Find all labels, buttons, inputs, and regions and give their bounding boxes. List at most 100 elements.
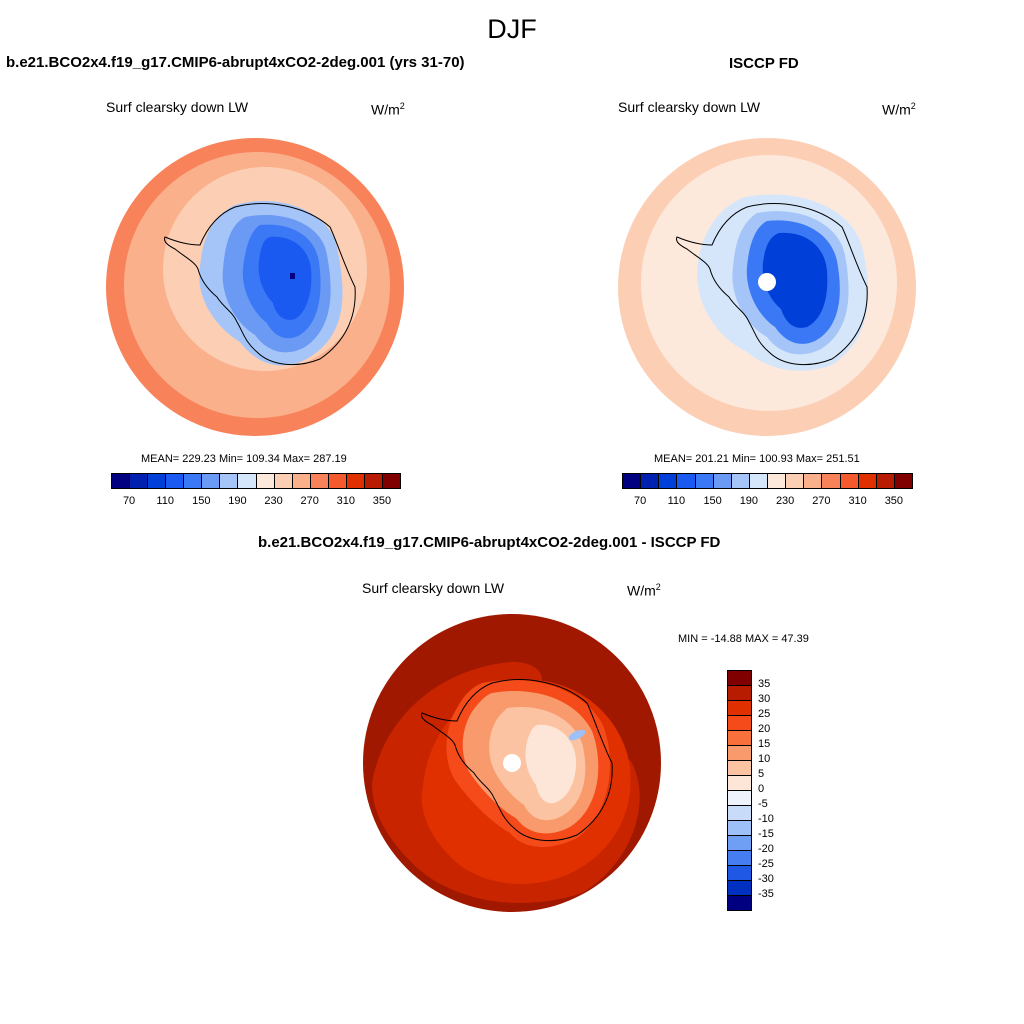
- colorbar-swatch: [327, 473, 347, 489]
- colorbar-tick-label: 30: [758, 693, 771, 705]
- colorbar-swatch: [727, 820, 752, 836]
- panel2-units: W/m2: [882, 101, 916, 118]
- colorbar-tick-label: 150: [192, 495, 211, 507]
- panel3-colorbar: [727, 670, 752, 911]
- colorbar-swatch: [622, 473, 642, 489]
- colorbar-tick-label: 15: [758, 738, 771, 750]
- figure-title: DJF: [487, 14, 537, 44]
- colorbar-swatch: [727, 715, 752, 731]
- map-model: [106, 138, 404, 436]
- colorbar-swatch: [839, 473, 859, 489]
- colorbar-tick-label: -35: [758, 888, 774, 900]
- colorbar-tick-label: 230: [264, 495, 283, 507]
- colorbar-tick-label: 190: [228, 495, 247, 507]
- antarctic-coastline: [164, 203, 356, 366]
- panel2-colorbar-labels: 70 110 150 190 230 270 310 350: [622, 495, 912, 509]
- colorbar-swatch: [237, 473, 257, 489]
- panel3-units: W/m2: [627, 582, 661, 599]
- panel3-colorbar-labels: 35 30 25 20 15 10 5 0 -5 -10 -15 -20 -25 -30 -35: [758, 670, 798, 910]
- colorbar-tick-label: 350: [884, 495, 904, 507]
- colorbar-swatch: [291, 473, 311, 489]
- colorbar-tick-label: -10: [758, 813, 774, 825]
- colorbar-swatch: [727, 850, 752, 866]
- colorbar-swatch: [727, 895, 752, 911]
- colorbar-swatch: [658, 473, 678, 489]
- colorbar-tick-label: 270: [300, 495, 319, 507]
- panel3-stats: MIN = -14.88 MAX = 47.39: [678, 633, 809, 645]
- colorbar-tick-label: -20: [758, 843, 774, 855]
- pole-hole: [503, 754, 521, 772]
- colorbar-swatch: [727, 805, 752, 821]
- colorbar-tick-label: -15: [758, 828, 774, 840]
- colorbar-swatch: [147, 473, 167, 489]
- colorbar-swatch: [694, 473, 714, 489]
- colorbar-swatch: [255, 473, 275, 489]
- colorbar-tick-label: 270: [812, 495, 831, 507]
- plateau-pale: [525, 724, 577, 804]
- colorbar-swatch: [165, 473, 185, 489]
- panel1-colorbar: [111, 473, 401, 489]
- colorbar-tick-label: 25: [758, 708, 771, 720]
- colorbar-swatch: [640, 473, 660, 489]
- colorbar-tick-label: 110: [667, 495, 686, 507]
- colorbar-swatch: [785, 473, 805, 489]
- colorbar-tick-label: 0: [758, 783, 765, 795]
- colorbar-swatch: [363, 473, 383, 489]
- colorbar-swatch: [727, 775, 752, 791]
- colorbar-swatch: [712, 473, 732, 489]
- colorbar-tick-label: 150: [703, 495, 722, 507]
- colorbar-swatch: [727, 700, 752, 716]
- colorbar-swatch: [727, 835, 752, 851]
- panel1-units: W/m2: [371, 101, 405, 118]
- colorbar-swatch: [727, 760, 752, 776]
- colorbar-swatch: [821, 473, 841, 489]
- colorbar-swatch: [727, 685, 752, 701]
- colorbar-tick-label: 230: [775, 495, 795, 507]
- colorbar-swatch: [727, 880, 752, 896]
- colorbar-swatch: [676, 473, 696, 489]
- plateau-core: [258, 236, 312, 320]
- minimum-cell: [290, 273, 295, 279]
- colorbar-swatch: [273, 473, 293, 489]
- colorbar-swatch: [803, 473, 823, 489]
- colorbar-tick-label: 190: [739, 495, 759, 507]
- colorbar-swatch: [183, 473, 203, 489]
- map-difference: [363, 614, 661, 912]
- panel2-colorbar: [622, 473, 913, 489]
- colorbar-tick-label: -30: [758, 873, 774, 885]
- colorbar-swatch: [219, 473, 239, 489]
- panel1-colorbar-labels: 70 110 150 190 230 270 310 350: [111, 495, 400, 509]
- colorbar-tick-label: 350: [372, 495, 392, 507]
- colorbar-tick-label: 5: [758, 768, 765, 780]
- colorbar-tick-label: 10: [758, 753, 771, 765]
- colorbar-swatch: [111, 473, 131, 489]
- panel2-stats: MEAN= 201.21 Min= 100.93 Max= 251.51: [654, 453, 860, 465]
- map-observations: [618, 138, 916, 436]
- colorbar-swatch: [201, 473, 221, 489]
- colorbar-swatch: [767, 473, 787, 489]
- colorbar-swatch: [727, 670, 752, 686]
- colorbar-swatch: [345, 473, 365, 489]
- colorbar-swatch: [893, 473, 913, 489]
- colorbar-swatch: [309, 473, 329, 489]
- colorbar-tick-label: 310: [848, 495, 867, 507]
- plateau-core: [762, 232, 828, 328]
- antarctic-coastline: [421, 679, 613, 842]
- colorbar-tick-label: 70: [122, 495, 136, 507]
- panel3-variable-label: Surf clearsky down LW: [362, 580, 505, 596]
- colorbar-tick-label: -25: [758, 858, 774, 870]
- colorbar-tick-label: 20: [758, 723, 771, 735]
- colorbar-swatch: [381, 473, 401, 489]
- panel3-title: b.e21.BCO2x4.f19_g17.CMIP6-abrupt4xCO2-2…: [258, 534, 721, 551]
- pole-hole: [758, 273, 776, 291]
- panel2-variable-label: Surf clearsky down LW: [618, 99, 761, 115]
- panel1-variable-label: Surf clearsky down LW: [106, 99, 249, 115]
- colorbar-swatch: [727, 730, 752, 746]
- colorbar-swatch: [875, 473, 895, 489]
- colorbar-swatch: [727, 865, 752, 881]
- colorbar-swatch: [748, 473, 768, 489]
- colorbar-swatch: [727, 745, 752, 761]
- colorbar-swatch: [129, 473, 149, 489]
- panel1-title: b.e21.BCO2x4.f19_g17.CMIP6-abrupt4xCO2-2…: [6, 54, 465, 71]
- antarctic-coastline: [676, 203, 868, 366]
